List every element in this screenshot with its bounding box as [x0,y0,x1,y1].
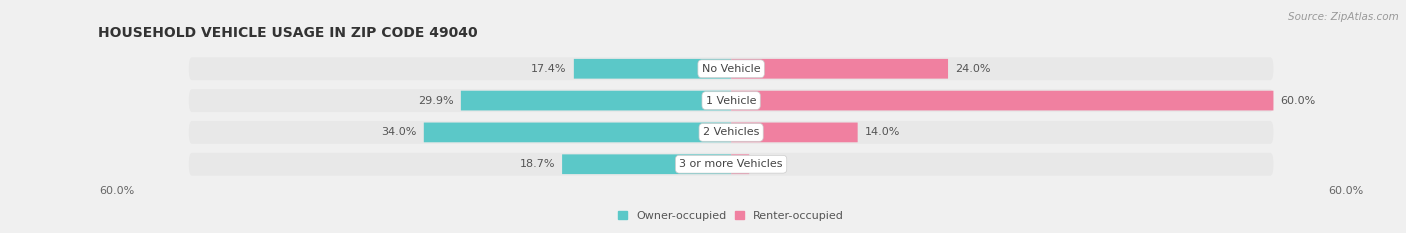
Text: 34.0%: 34.0% [381,127,416,137]
Legend: Owner-occupied, Renter-occupied: Owner-occupied, Renter-occupied [619,211,844,221]
FancyBboxPatch shape [731,59,948,79]
FancyBboxPatch shape [562,154,731,174]
Text: 1 Vehicle: 1 Vehicle [706,96,756,106]
Text: 24.0%: 24.0% [955,64,991,74]
FancyBboxPatch shape [731,154,749,174]
FancyBboxPatch shape [188,153,1274,176]
FancyBboxPatch shape [188,57,1274,80]
Text: 29.9%: 29.9% [418,96,454,106]
FancyBboxPatch shape [423,123,731,142]
Text: HOUSEHOLD VEHICLE USAGE IN ZIP CODE 49040: HOUSEHOLD VEHICLE USAGE IN ZIP CODE 4904… [98,26,478,40]
FancyBboxPatch shape [731,123,858,142]
Text: 3 or more Vehicles: 3 or more Vehicles [679,159,783,169]
Text: 18.7%: 18.7% [519,159,555,169]
Text: 2 Vehicles: 2 Vehicles [703,127,759,137]
Text: 60.0%: 60.0% [1281,96,1316,106]
Text: 14.0%: 14.0% [865,127,900,137]
FancyBboxPatch shape [188,89,1274,112]
Text: 17.4%: 17.4% [531,64,567,74]
FancyBboxPatch shape [574,59,731,79]
FancyBboxPatch shape [188,121,1274,144]
Text: No Vehicle: No Vehicle [702,64,761,74]
Text: Source: ZipAtlas.com: Source: ZipAtlas.com [1288,12,1399,22]
Text: 2.0%: 2.0% [756,159,785,169]
FancyBboxPatch shape [461,91,731,110]
FancyBboxPatch shape [731,91,1274,110]
